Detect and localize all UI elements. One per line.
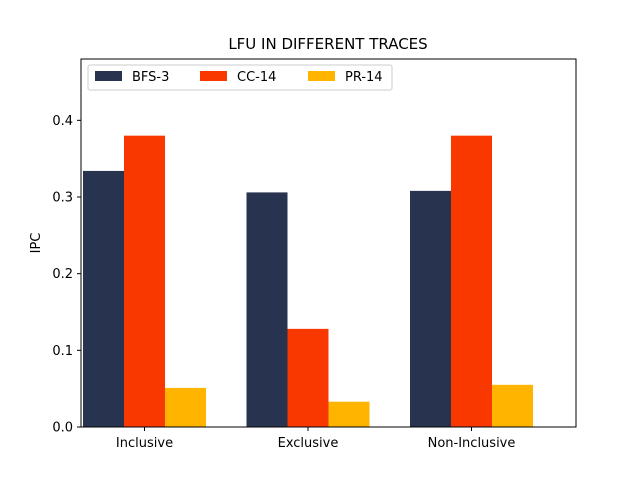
axes-group: 0.0 0.1 0.2 0.3 0.4 Inclusive Exclusive Non-Inc…: [52, 58, 577, 451]
y-tick-label: 0.1: [52, 344, 73, 359]
y-tick-label: 0.0: [52, 421, 73, 436]
legend-label-pr-14: PR-14: [345, 70, 383, 85]
bars-group: [83, 135, 533, 427]
legend: BFS-3 CC-14 PR-14: [87, 64, 393, 91]
bar-cc-14-inclusive: [124, 135, 165, 427]
bar-pr-14-exclusive: [328, 401, 370, 427]
bar-bfs-3-inclusive: [83, 170, 124, 427]
legend-label-bfs-3: BFS-3: [132, 70, 169, 85]
bar-pr-14-non-inclusive: [492, 384, 533, 427]
x-tick-label: Non-Inclusive: [428, 436, 516, 451]
bar-pr-14-inclusive: [165, 387, 206, 427]
y-axis-label: IPC: [29, 233, 44, 254]
bar-cc-14-exclusive: [287, 328, 329, 427]
legend-swatch-cc-14: [200, 71, 227, 81]
x-tick-label: Inclusive: [116, 436, 173, 451]
legend-swatch-pr-14: [308, 71, 335, 81]
chart-title: LFU IN DIFFERENT TRACES: [228, 35, 427, 53]
bar-cc-14-non-inclusive: [451, 135, 492, 427]
bar-bfs-3-exclusive: [246, 192, 288, 427]
bar-bfs-3-non-inclusive: [410, 190, 451, 427]
x-tick-label: Exclusive: [278, 436, 339, 451]
plot-frame: [80, 58, 577, 428]
legend-label-cc-14: CC-14: [237, 70, 276, 85]
legend-swatch-bfs-3: [95, 71, 122, 81]
y-tick-label: 0.4: [52, 114, 73, 129]
y-tick-label: 0.2: [52, 267, 73, 282]
y-tick-label: 0.3: [52, 191, 73, 206]
